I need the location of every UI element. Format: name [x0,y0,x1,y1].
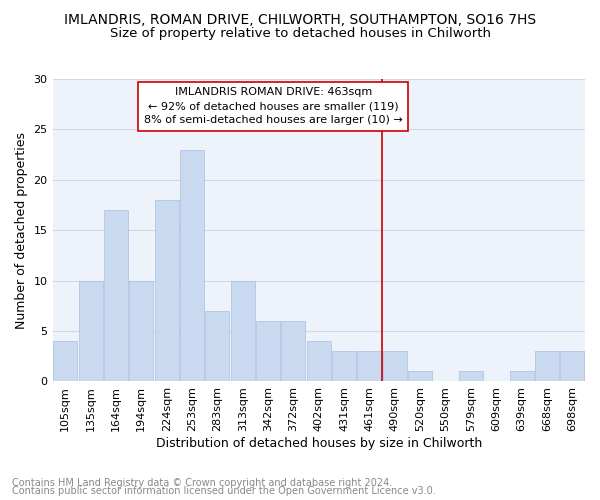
Bar [459,372,483,382]
Bar [509,372,533,382]
Text: IMLANDRIS ROMAN DRIVE: 463sqm
← 92% of detached houses are smaller (119)
8% of s: IMLANDRIS ROMAN DRIVE: 463sqm ← 92% of d… [144,87,403,125]
Text: Size of property relative to detached houses in Chilworth: Size of property relative to detached ho… [110,28,491,40]
Bar [129,280,154,382]
Bar [104,210,128,382]
Bar [535,351,559,382]
Bar [180,150,204,382]
Bar [155,200,179,382]
Bar [256,321,280,382]
Y-axis label: Number of detached properties: Number of detached properties [15,132,28,328]
X-axis label: Distribution of detached houses by size in Chilworth: Distribution of detached houses by size … [155,437,482,450]
Bar [53,341,77,382]
Text: Contains HM Land Registry data © Crown copyright and database right 2024.: Contains HM Land Registry data © Crown c… [12,478,392,488]
Bar [230,280,255,382]
Bar [281,321,305,382]
Bar [332,351,356,382]
Bar [358,351,382,382]
Bar [79,280,103,382]
Text: Contains public sector information licensed under the Open Government Licence v3: Contains public sector information licen… [12,486,436,496]
Bar [408,372,432,382]
Bar [205,311,229,382]
Bar [383,351,407,382]
Bar [560,351,584,382]
Bar [307,341,331,382]
Text: IMLANDRIS, ROMAN DRIVE, CHILWORTH, SOUTHAMPTON, SO16 7HS: IMLANDRIS, ROMAN DRIVE, CHILWORTH, SOUTH… [64,12,536,26]
